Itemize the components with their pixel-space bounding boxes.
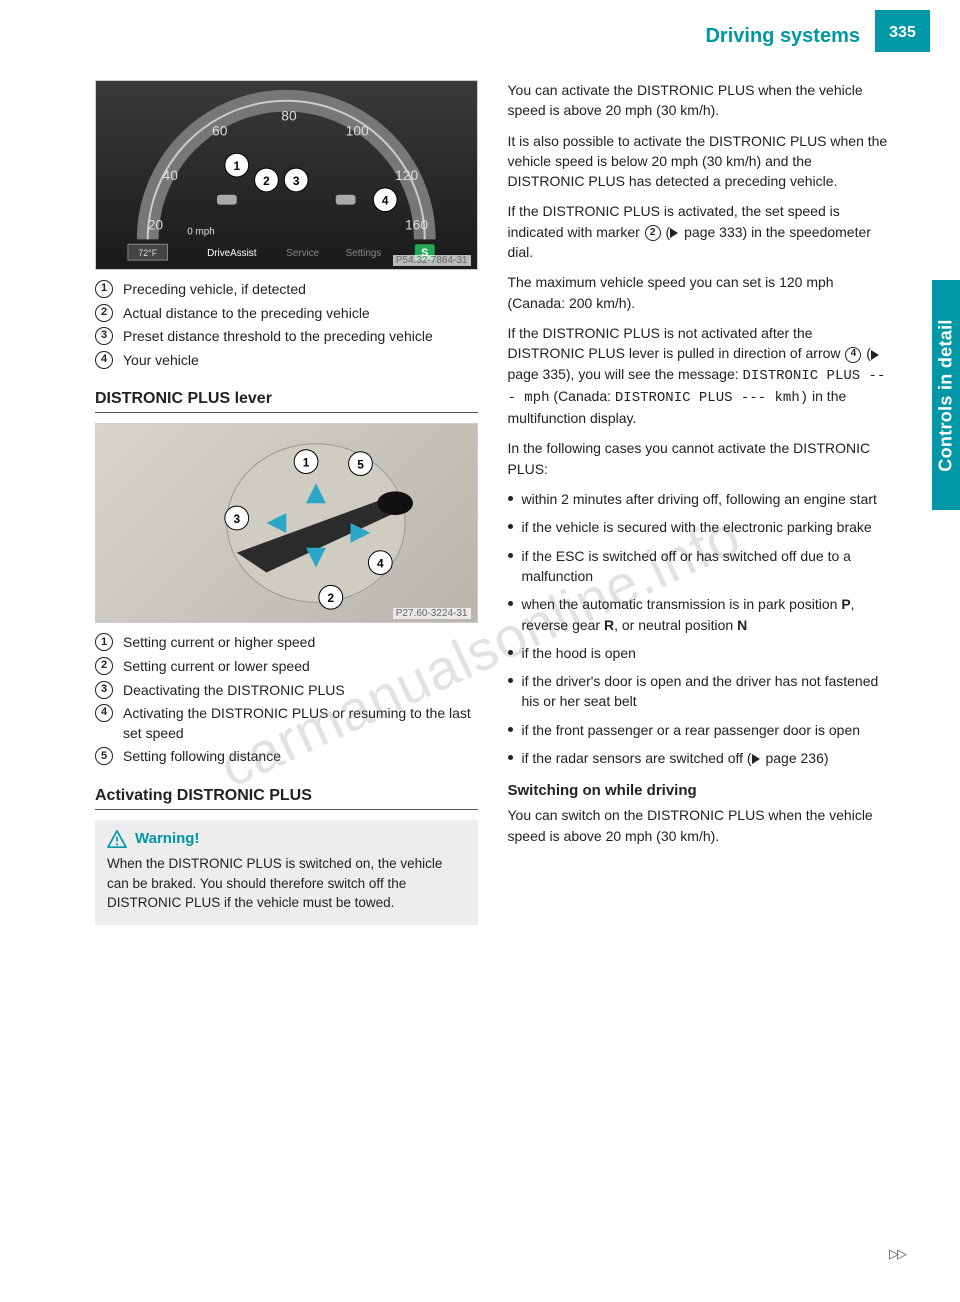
paragraph: It is also possible to activate the DIST… [508, 131, 891, 192]
legend-text: Deactivating the DISTRONIC PLUS [123, 681, 345, 701]
svg-text:80: 80 [281, 108, 297, 124]
legend-item: 1 Setting current or higher speed [95, 633, 478, 653]
svg-text:72°F: 72°F [138, 248, 157, 258]
svg-text:1: 1 [233, 159, 240, 173]
legend-text: Activating the DISTRONIC PLUS or resumin… [123, 704, 478, 743]
svg-text:1: 1 [303, 456, 310, 470]
warning-icon [107, 830, 127, 848]
bullet-item: if the vehicle is secured with the elect… [508, 517, 891, 537]
legend-text: Setting current or higher speed [123, 633, 315, 653]
svg-text:DriveAssist: DriveAssist [207, 248, 257, 259]
page-number: 335 [875, 10, 930, 52]
continue-arrows-icon: ▷▷ [889, 1246, 905, 1262]
legend-marker: 3 [95, 327, 113, 345]
paragraph: You can switch on the DISTRONIC PLUS whe… [508, 805, 891, 846]
figure1-caption: P54.32-7864-31 [393, 255, 471, 266]
page-ref-icon [871, 350, 879, 360]
svg-text:4: 4 [382, 194, 389, 208]
bullet-item: if the front passenger or a rear passeng… [508, 720, 891, 740]
warning-box: Warning! When the DISTRONIC PLUS is swit… [95, 820, 478, 925]
paragraph: The maximum vehicle speed you can set is… [508, 272, 891, 313]
warning-label: Warning! [135, 830, 199, 847]
legend-text: Your vehicle [123, 351, 199, 371]
legend-marker: 1 [95, 633, 113, 651]
figure2-caption: P27.60-3224-31 [393, 608, 471, 619]
bullet-item: if the radar sensors are switched off ( … [508, 748, 891, 768]
legend-text: Setting current or lower speed [123, 657, 310, 677]
legend-marker: 4 [95, 704, 113, 722]
bullet-item: if the hood is open [508, 643, 891, 663]
svg-text:120: 120 [395, 167, 418, 183]
bullet-item: when the automatic transmission is in pa… [508, 594, 891, 635]
paragraph: You can activate the DISTRONIC PLUS when… [508, 80, 891, 121]
svg-text:3: 3 [233, 512, 240, 526]
legend-marker: 5 [95, 747, 113, 765]
legend-marker: 2 [95, 304, 113, 322]
legend-item: 3 Deactivating the DISTRONIC PLUS [95, 681, 478, 701]
legend-marker: 2 [95, 657, 113, 675]
page-ref-icon [752, 754, 760, 764]
legend-item: 4 Activating the DISTRONIC PLUS or resum… [95, 704, 478, 743]
legend-item: 3 Preset distance threshold to the prece… [95, 327, 478, 347]
svg-text:Settings: Settings [346, 248, 382, 259]
legend-text: Actual distance to the preceding vehicle [123, 304, 370, 324]
section-heading-lever: DISTRONIC PLUS lever [95, 390, 478, 408]
inline-marker-icon: 2 [645, 225, 661, 241]
warning-body: When the DISTRONIC PLUS is switched on, … [107, 854, 466, 913]
figure-lever: 1 5 3 4 2 P27.60-3224-31 [95, 423, 478, 623]
figure-gauge: 20 40 60 80 100 120 160 1 2 3 4 [95, 80, 478, 270]
legend-marker: 1 [95, 280, 113, 298]
legend-item: 4 Your vehicle [95, 351, 478, 371]
page-ref-icon [670, 228, 678, 238]
svg-text:3: 3 [293, 174, 300, 188]
section-rule [95, 809, 478, 810]
svg-text:160: 160 [405, 216, 428, 232]
bullet-item: if the ESC is switched off or has switch… [508, 546, 891, 587]
legend-item: 1 Preceding vehicle, if detected [95, 280, 478, 300]
side-tab-label: Controls in detail [936, 319, 957, 471]
bullet-item: within 2 minutes after driving off, foll… [508, 489, 891, 509]
legend-list-2: 1 Setting current or higher speed 2 Sett… [95, 633, 478, 767]
legend-marker: 3 [95, 681, 113, 699]
inline-marker-icon: 4 [845, 347, 861, 363]
legend-text: Setting following distance [123, 747, 281, 767]
left-column: 20 40 60 80 100 120 160 1 2 3 4 [95, 80, 478, 939]
legend-item: 2 Actual distance to the preceding vehic… [95, 304, 478, 324]
side-tab: Controls in detail [932, 280, 960, 510]
svg-text:60: 60 [212, 122, 228, 138]
legend-text: Preset distance threshold to the precedi… [123, 327, 433, 347]
legend-text: Preceding vehicle, if detected [123, 280, 306, 300]
paragraph: If the DISTRONIC PLUS is activated, the … [508, 201, 891, 262]
paragraph: If the DISTRONIC PLUS is not activated a… [508, 323, 891, 428]
svg-text:2: 2 [327, 592, 334, 606]
right-column: You can activate the DISTRONIC PLUS when… [508, 80, 891, 939]
paragraph: In the following cases you cannot activa… [508, 438, 891, 479]
code-text: DISTRONIC PLUS --- kmh) [615, 390, 808, 406]
svg-text:4: 4 [377, 557, 384, 571]
section-rule [95, 412, 478, 413]
section-heading-activate: Activating DISTRONIC PLUS [95, 787, 478, 805]
svg-text:100: 100 [346, 122, 369, 138]
subheading: Switching on while driving [508, 782, 891, 799]
header-section-title: Driving systems [705, 25, 860, 48]
svg-text:20: 20 [148, 216, 164, 232]
svg-text:Service: Service [286, 248, 319, 259]
svg-text:2: 2 [263, 174, 270, 188]
bullet-list: within 2 minutes after driving off, foll… [508, 489, 891, 768]
svg-text:5: 5 [357, 458, 364, 472]
legend-list-1: 1 Preceding vehicle, if detected 2 Actua… [95, 280, 478, 370]
legend-item: 5 Setting following distance [95, 747, 478, 767]
svg-text:40: 40 [163, 167, 179, 183]
svg-text:0 mph: 0 mph [187, 226, 214, 237]
bullet-item: if the driver's door is open and the dri… [508, 671, 891, 712]
legend-marker: 4 [95, 351, 113, 369]
legend-item: 2 Setting current or lower speed [95, 657, 478, 677]
